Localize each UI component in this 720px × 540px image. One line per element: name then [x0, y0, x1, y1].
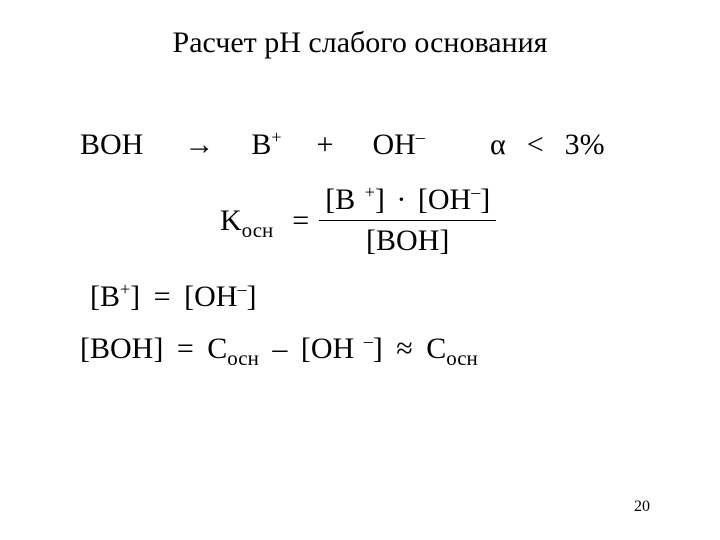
species-B: B+	[251, 128, 281, 161]
arrow: →	[184, 128, 214, 161]
alpha-value: 3%	[565, 128, 605, 161]
k-fraction: [B +] · [OH–] [BOH]	[319, 182, 496, 259]
dissociation-equation: BOH → B+ + OH–	[80, 128, 425, 162]
slide-title: Расчет рН слабого основания	[0, 26, 720, 60]
species-OH: OH–	[372, 128, 424, 161]
ion-equality: [B+] = [OH–]	[90, 280, 256, 314]
concentration-approx: [BOH] = Cосн – [OH –] ≈ Cосн	[80, 332, 478, 366]
slide: Расчет рН слабого основания BOH → B+ + O…	[0, 0, 720, 540]
alpha-symbol: α	[490, 128, 506, 161]
plus-sign: +	[317, 128, 334, 161]
k-numerator: [B +] · [OH–]	[319, 182, 496, 218]
k-denominator: [BOH]	[360, 223, 455, 259]
fraction-bar	[319, 220, 496, 221]
alpha-condition: α < 3%	[490, 128, 605, 162]
species-BOH: BOH	[80, 128, 143, 161]
page-number: 20	[634, 498, 650, 516]
less-than: <	[527, 128, 544, 161]
equilibrium-constant: Kосн = [B +] · [OH–] [BOH]	[220, 182, 496, 259]
k-label: Kосн =	[220, 204, 309, 238]
